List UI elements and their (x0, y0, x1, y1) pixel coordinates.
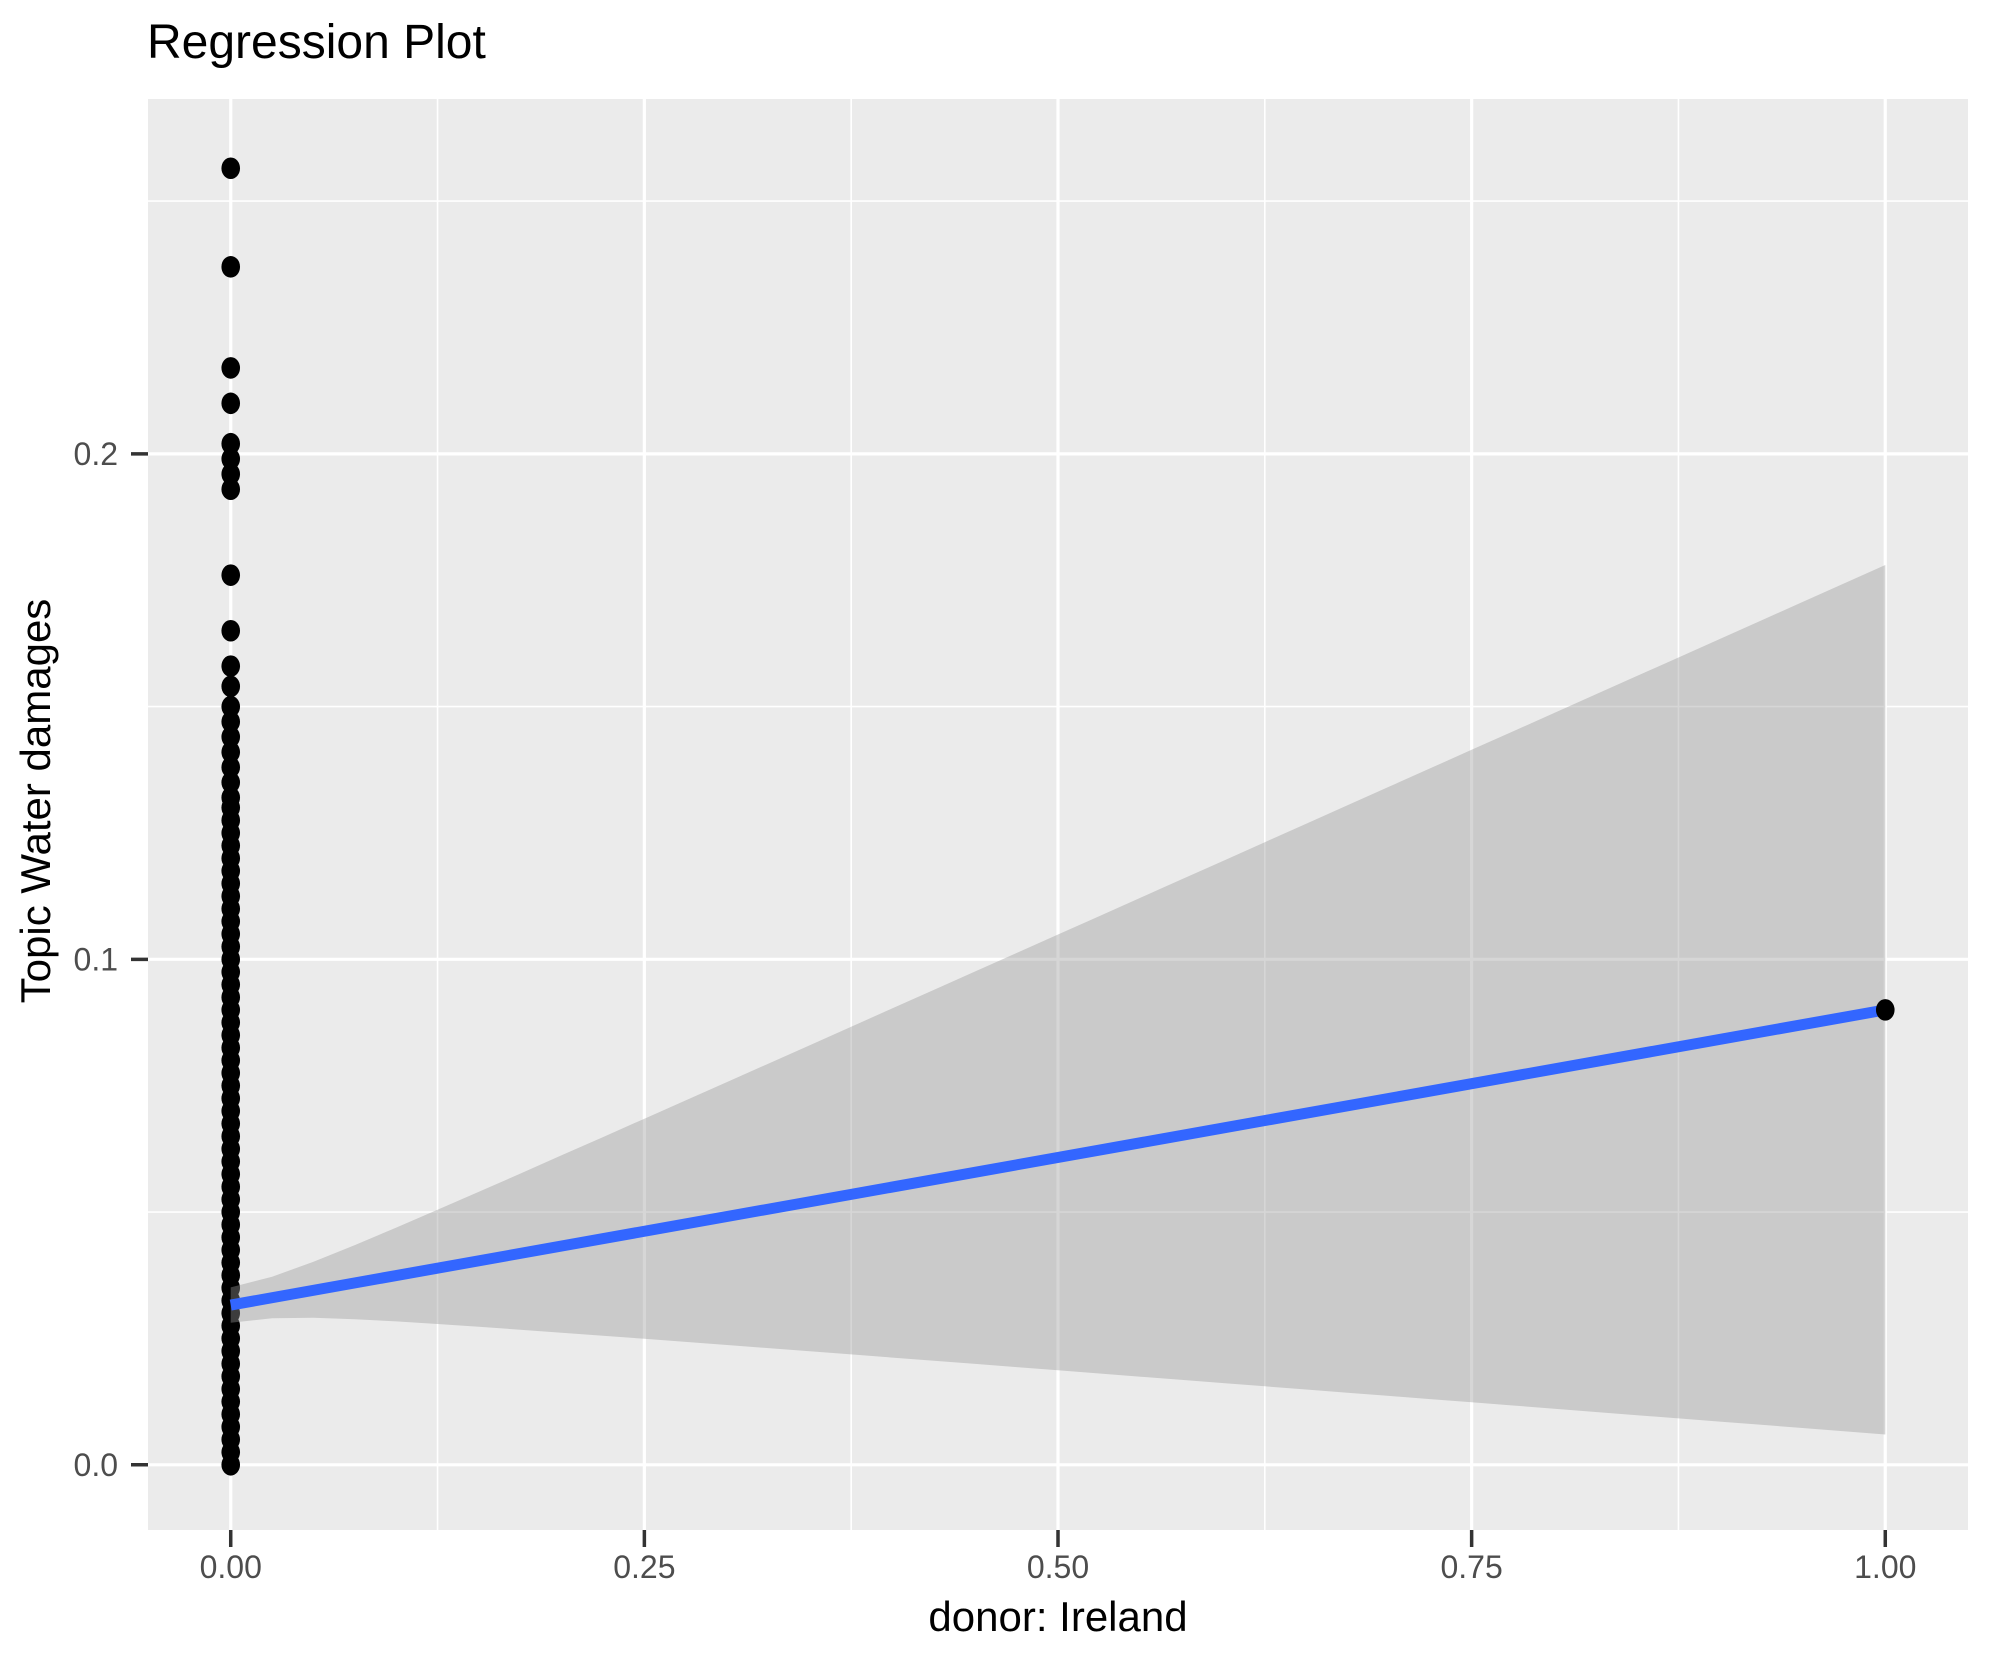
scatter-point (221, 726, 241, 748)
scatter-point (221, 710, 241, 733)
scatter-point (221, 695, 241, 718)
x-tick-label: 0.50 (1027, 1549, 1089, 1585)
chart-layers: 0.00 0.25 0.50 0.75 1.00 0.0 0.1 0.2 (74, 99, 1968, 1585)
scatter-point (221, 619, 241, 642)
scatter-point (221, 157, 241, 180)
scatter-point (221, 256, 241, 278)
scatter-point (221, 756, 241, 779)
x-tick-label: 0.25 (613, 1549, 675, 1585)
x-axis-title: donor: Ireland (928, 1593, 1187, 1640)
scatter-point (221, 1453, 241, 1476)
scatter-point (221, 463, 241, 485)
y-tick-label: 0.2 (74, 436, 118, 472)
scatter-point (221, 392, 241, 415)
y-tick-label: 0.1 (74, 941, 118, 977)
scatter-point (221, 448, 241, 470)
scatter-point (221, 771, 241, 794)
scatter-point-x1 (1875, 999, 1895, 1021)
regression-line (229, 1004, 1887, 1311)
scatter-point (221, 357, 241, 379)
scatter-point (221, 675, 241, 698)
y-axis-title: Topic Water damages (12, 599, 59, 1004)
scatter-point (221, 564, 241, 586)
confidence-band (230, 565, 1886, 1435)
scatter-point (221, 655, 241, 677)
y-tick-label: 0.0 (74, 1447, 118, 1483)
x-tick-label: 1.00 (1854, 1549, 1916, 1585)
x-tick-label: 0.00 (200, 1549, 262, 1585)
scatter-point (221, 741, 241, 763)
x-tick-label: 0.75 (1440, 1549, 1502, 1585)
scatter-point (221, 432, 241, 455)
chart-title: Regression Plot (147, 16, 486, 69)
scatter-point (221, 478, 241, 501)
